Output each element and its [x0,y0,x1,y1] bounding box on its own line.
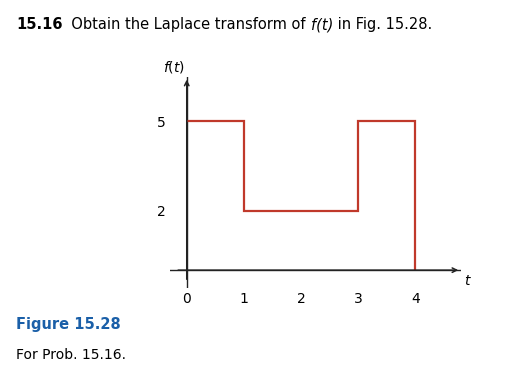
Text: Figure 15.28: Figure 15.28 [16,317,121,332]
Text: For Prob. 15.16.: For Prob. 15.16. [16,348,126,361]
Text: 15.16: 15.16 [16,17,63,32]
Text: $t$: $t$ [464,273,472,288]
Text: Obtain the Laplace transform of: Obtain the Laplace transform of [63,17,311,32]
Text: f(t): f(t) [311,17,333,32]
Text: in Fig. 15.28.: in Fig. 15.28. [333,17,432,32]
Text: $f(t)$: $f(t)$ [163,59,185,75]
